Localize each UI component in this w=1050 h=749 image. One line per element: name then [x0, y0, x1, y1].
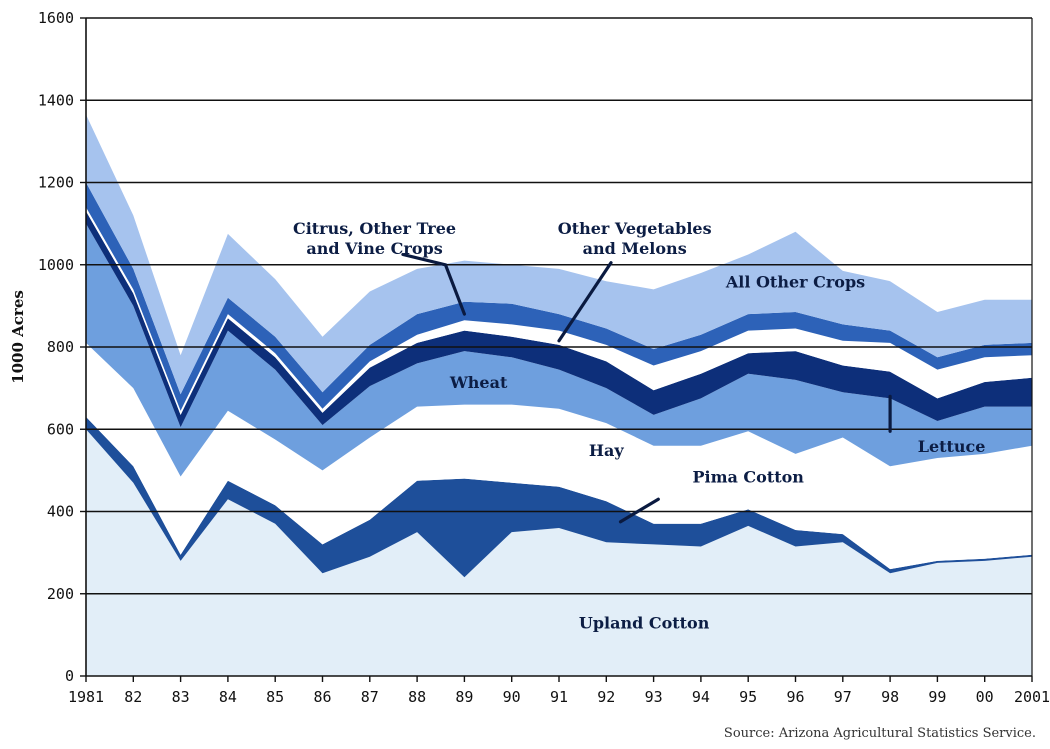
label-pima-cotton: Pima Cotton	[692, 468, 804, 487]
pima-leader	[618, 497, 660, 524]
x-tick-label: 99	[928, 688, 946, 706]
annotation-leaders	[401, 252, 892, 524]
y-axis-title: 1000 Acres	[9, 290, 27, 384]
label-other-vegetables-and-melons-line: Other Vegetables	[558, 219, 712, 238]
y-tick-label: 1000	[38, 256, 74, 274]
label-citrus-other-tree-and-vine-crops-line: Citrus, Other Tree	[293, 219, 456, 238]
x-tick-label: 93	[645, 688, 663, 706]
x-tick-label: 2001	[1014, 688, 1050, 706]
x-tick-label: 84	[219, 688, 237, 706]
label-hay: Hay	[589, 441, 624, 460]
axes: 0 200 400 600 800 1000 1200 1400 1600 1981 82 83 84 8…	[38, 9, 1050, 706]
y-tick-label: 800	[47, 338, 74, 356]
label-wheat-line: Wheat	[449, 373, 508, 392]
y-axis-title-group: 1000 Acres	[9, 290, 27, 384]
series-labels: Citrus, Other Tree and Vine Crops Other Ve…	[293, 219, 985, 633]
vegetables-leader	[557, 261, 613, 343]
x-tick-label: 98	[881, 688, 899, 706]
area-hay	[86, 342, 1032, 570]
x-tick-label: 90	[503, 688, 521, 706]
area-wheat	[86, 223, 1032, 477]
x-tick-label: 96	[786, 688, 804, 706]
source-note: Source: Arizona Agricultural Statistics …	[723, 726, 1036, 741]
x-tick-label: 86	[313, 688, 331, 706]
y-tick-label: 1200	[38, 174, 74, 192]
label-all-other-crops: All Other Crops	[725, 272, 865, 291]
label-upland-cotton-line: Upland Cotton	[579, 614, 710, 633]
area-pima-cotton	[86, 416, 1032, 578]
x-tick-label: 88	[408, 688, 426, 706]
x-tick-label: 91	[550, 688, 568, 706]
label-other-vegetables-and-melons: Other Vegetables and Melons	[558, 219, 712, 258]
y-tick-label: 600	[47, 420, 74, 438]
citrus-leader	[401, 252, 466, 316]
x-tick-label: 95	[739, 688, 757, 706]
x-tick-label: 1981	[68, 688, 104, 706]
x-tick-label: 89	[455, 688, 473, 706]
label-all-other-crops-line: All Other Crops	[725, 272, 865, 291]
label-citrus-other-tree-and-vine-crops-line: and Vine Crops	[306, 239, 442, 258]
y-tick-label: 400	[47, 503, 74, 521]
x-tick-label: 00	[976, 688, 994, 706]
area-upland-cotton	[86, 429, 1032, 676]
label-other-vegetables-and-melons-line: and Melons	[583, 239, 687, 258]
label-wheat: Wheat	[449, 373, 508, 392]
x-tick-label: 92	[597, 688, 615, 706]
y-tick-label: 0	[65, 667, 74, 685]
area-lettuce	[86, 211, 1032, 428]
label-citrus-other-tree-and-vine-crops: Citrus, Other Tree and Vine Crops	[293, 219, 456, 258]
x-tick-label: 87	[361, 688, 379, 706]
label-upland-cotton: Upland Cotton	[579, 614, 710, 633]
label-pima-cotton-line: Pima Cotton	[692, 468, 804, 487]
area-other-vegetables-and-melons	[86, 207, 1032, 415]
y-tick-label: 1400	[38, 91, 74, 109]
label-hay-line: Hay	[589, 441, 624, 460]
y-tick-label: 200	[47, 585, 74, 603]
area-all-other-crops	[86, 114, 1032, 395]
x-tick-label: 83	[172, 688, 190, 706]
x-tick-label: 82	[124, 688, 142, 706]
areas-layer	[86, 114, 1032, 676]
x-tick-label: 94	[692, 688, 710, 706]
label-lettuce: Lettuce	[918, 437, 986, 456]
x-tick-label: 85	[266, 688, 284, 706]
label-lettuce-line: Lettuce	[918, 437, 986, 456]
y-tick-label: 1600	[38, 9, 74, 27]
x-tick-label: 97	[834, 688, 852, 706]
gridlines	[86, 17, 1033, 676]
